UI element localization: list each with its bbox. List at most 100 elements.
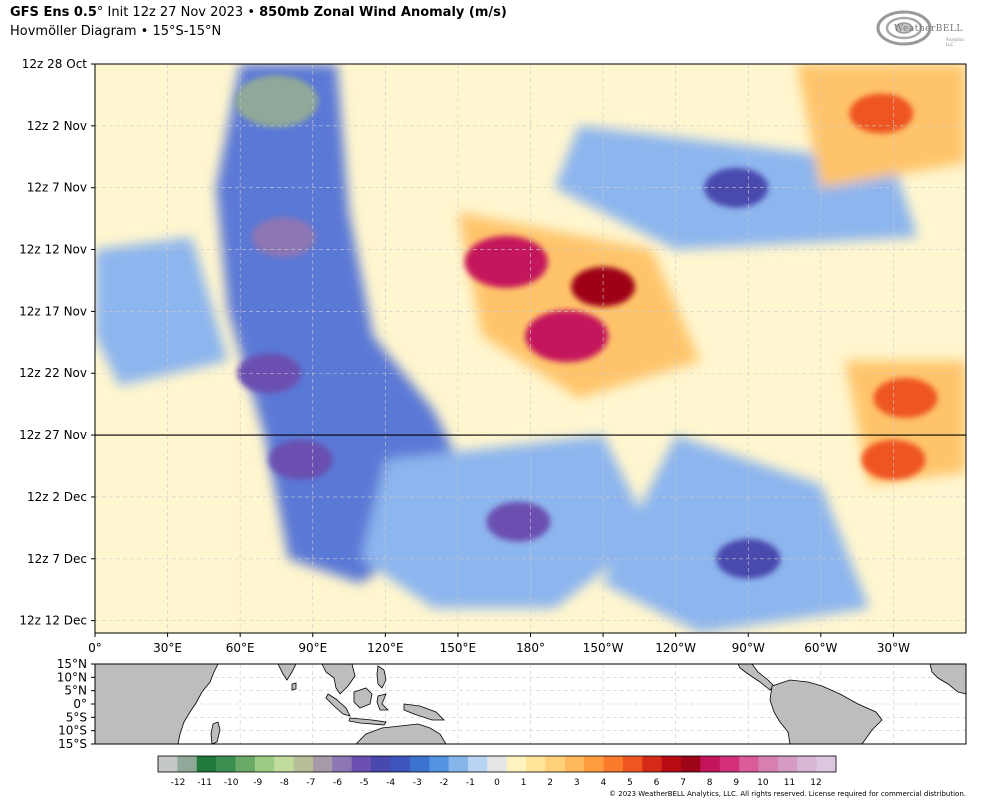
colorbar-tick-label: -7 xyxy=(306,778,315,788)
philippines-land xyxy=(376,665,387,689)
y-tick-label: 12z 2 Dec xyxy=(27,490,87,504)
sumatra-land xyxy=(325,693,351,717)
sulawesi-land xyxy=(376,693,389,711)
y-tick-label: 12z 28 Oct xyxy=(22,57,88,71)
y-tick-label: 12z 22 Nov xyxy=(19,366,87,380)
colorbar-tick-label: -10 xyxy=(224,778,239,788)
lat-tick-label: 0° xyxy=(73,697,87,711)
lat-tick-label: 5°S xyxy=(66,710,87,724)
y-tick-label: 12z 12 Nov xyxy=(19,243,87,257)
colorbar-tick-label: -1 xyxy=(466,778,475,788)
south-america-land xyxy=(769,679,883,744)
lat-tick-label: 15°S xyxy=(58,737,87,751)
x-tick-label: 150°W xyxy=(583,641,624,655)
x-tick-label: 0° xyxy=(88,641,102,655)
lat-tick-label: 15°N xyxy=(57,657,87,671)
colorbar-tick-label: 2 xyxy=(547,778,553,788)
colorbar: -12 -11 -10 -9 -8 -7 -6 -5 -4 -3 -2 -1 0 1 2 3 4 5 6 7 8 9 10 1… xyxy=(157,755,837,788)
colorbar-swatch xyxy=(622,756,643,772)
anomaly-core xyxy=(464,235,548,288)
colorbar-swatch xyxy=(293,756,314,772)
x-tick-label: 30°W xyxy=(877,641,910,655)
africa-land xyxy=(95,664,219,744)
madagascar-land xyxy=(210,721,221,744)
colorbar-tick-label: 7 xyxy=(680,778,686,788)
colorbar-tick-label: 8 xyxy=(707,778,713,788)
colorbar-tick-label: 12 xyxy=(810,778,821,788)
colorbar-swatch xyxy=(526,756,546,772)
anomaly-core xyxy=(873,378,938,418)
chart-subtitle: Hovmöller Diagram • 15°S-15°N xyxy=(10,24,222,39)
java-land xyxy=(348,717,387,726)
y-tick-label: 12z 7 Dec xyxy=(27,552,87,566)
anomaly-core xyxy=(234,75,319,128)
colorbar-swatch xyxy=(603,756,624,772)
colorbar-swatch xyxy=(719,756,740,772)
x-tick-label: 90°W xyxy=(732,641,765,655)
x-tick-label: 60°E xyxy=(226,641,255,655)
y-tick-label: 12z 27 Nov xyxy=(19,428,87,442)
colorbar-swatch xyxy=(467,756,488,772)
colorbar-swatch xyxy=(216,756,236,772)
colorbar-tick-label: -3 xyxy=(413,778,422,788)
colorbar-swatch xyxy=(254,756,275,772)
colorbar-swatch xyxy=(390,756,411,772)
colorbar-tick-label: 4 xyxy=(600,778,606,788)
degree-symbol: ° xyxy=(96,5,104,20)
anomaly-core xyxy=(237,353,302,394)
colorbar-swatch xyxy=(196,756,217,772)
colorbar-swatch xyxy=(177,756,198,772)
colorbar-swatch xyxy=(332,756,353,772)
logo-text: WeatherBELL xyxy=(894,24,963,34)
new-guinea-land xyxy=(403,703,445,721)
colorbar-swatch xyxy=(235,756,256,772)
colorbar-swatch xyxy=(487,756,508,772)
negative-anomaly-region xyxy=(603,435,870,633)
weatherbell-logo: WeatherBELL Analytics LLC xyxy=(874,6,970,50)
colorbar-swatch xyxy=(642,756,663,772)
time-axis: 12z 28 Oct 12z 2 Nov 12z 7 Nov 12z 12 Nov 12… xyxy=(19,57,95,628)
reference-map: 15°N10°N5°N0°5°S10°S15°S xyxy=(57,657,967,751)
colorbar-tick-label: 6 xyxy=(654,778,660,788)
colorbar-swatch xyxy=(351,756,372,772)
variable-name: 850mb Zonal Wind Anomaly (m/s) xyxy=(259,5,507,20)
x-tick-label: 150°E xyxy=(440,641,477,655)
logo-swirl-icon xyxy=(876,10,932,46)
colorbar-swatch xyxy=(700,756,721,772)
colorbar-tick-label: 1 xyxy=(521,778,527,788)
colorbar-swatch xyxy=(564,756,585,772)
sri-lanka-land xyxy=(291,682,297,691)
lat-tick-label: 10°S xyxy=(58,724,87,738)
y-tick-label: 12z 7 Nov xyxy=(27,181,87,195)
land-masses xyxy=(95,664,966,744)
anomaly-core xyxy=(251,217,316,258)
colorbar-tick-label: 0 xyxy=(494,778,500,788)
colorbar-tick-label: -2 xyxy=(439,778,448,788)
x-tick-label: 30°E xyxy=(153,641,182,655)
x-tick-label: 90°E xyxy=(298,641,327,655)
colorbar-tick-label: 11 xyxy=(784,778,795,788)
latitude-axis: 15°N10°N5°N0°5°S10°S15°S xyxy=(57,657,95,751)
colorbar-tick-label: -5 xyxy=(360,778,369,788)
logo-subtext: Analytics LLC xyxy=(946,37,965,47)
anomaly-core xyxy=(268,439,333,480)
colorbar-swatch xyxy=(681,756,701,772)
lat-tick-label: 5°N xyxy=(64,684,87,698)
x-tick-label: 180° xyxy=(516,641,545,655)
borneo-land xyxy=(353,687,373,709)
anomaly-core xyxy=(571,266,636,307)
colorbar-swatch xyxy=(448,756,469,772)
indochina-land xyxy=(321,664,356,695)
colorbar-tick-label: -12 xyxy=(171,778,186,788)
y-tick-label: 12z 17 Nov xyxy=(19,304,87,318)
colorbar-tick-label: 9 xyxy=(733,778,739,788)
copyright-notice: © 2023 WeatherBELL Analytics, LLC. All r… xyxy=(609,790,966,798)
y-tick-label: 12z 12 Dec xyxy=(19,614,87,628)
anomaly-core xyxy=(525,310,609,363)
colorbar-swatch xyxy=(661,756,682,772)
x-tick-label: 120°W xyxy=(655,641,696,655)
colorbar-tick-label: -9 xyxy=(253,778,262,788)
india-land xyxy=(277,664,297,681)
colorbar-tick-label: 3 xyxy=(574,778,580,788)
